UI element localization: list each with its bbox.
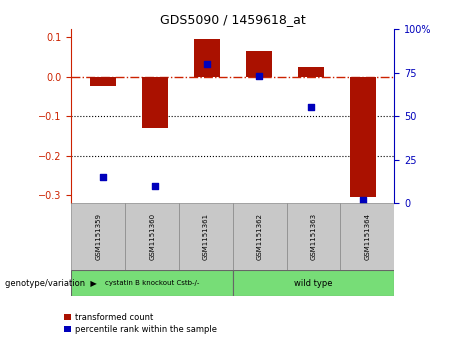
Bar (340, 203, 394, 270)
Point (307, 105, 314, 110)
Point (203, 61, 211, 67)
Legend: transformed count, percentile rank within the sample: transformed count, percentile rank withi… (64, 313, 217, 334)
Text: cystatin B knockout Cstb-/-: cystatin B knockout Cstb-/- (105, 280, 199, 286)
Title: GDS5090 / 1459618_at: GDS5090 / 1459618_at (160, 13, 306, 26)
Bar (287, 203, 340, 270)
Point (359, 197, 366, 203)
Bar (246, 51, 272, 77)
Bar (298, 67, 324, 77)
Text: genotype/variation  ▶: genotype/variation ▶ (5, 279, 96, 287)
Bar (125, 203, 179, 270)
Bar (142, 77, 168, 128)
Point (99, 174, 106, 180)
Point (151, 183, 159, 189)
Bar (194, 39, 220, 77)
Bar (71, 270, 233, 296)
Text: GSM1151360: GSM1151360 (149, 213, 155, 260)
Text: GSM1151359: GSM1151359 (95, 213, 101, 260)
Bar (90, 77, 116, 86)
Bar (233, 270, 394, 296)
Text: GSM1151364: GSM1151364 (364, 213, 370, 260)
Text: wild type: wild type (294, 279, 333, 287)
Bar (350, 77, 376, 197)
Bar (233, 203, 287, 270)
Point (255, 73, 262, 79)
Bar (179, 203, 233, 270)
Text: GSM1151363: GSM1151363 (310, 213, 317, 260)
Bar (71, 203, 125, 270)
Text: GSM1151361: GSM1151361 (203, 213, 209, 260)
Text: GSM1151362: GSM1151362 (257, 213, 263, 260)
